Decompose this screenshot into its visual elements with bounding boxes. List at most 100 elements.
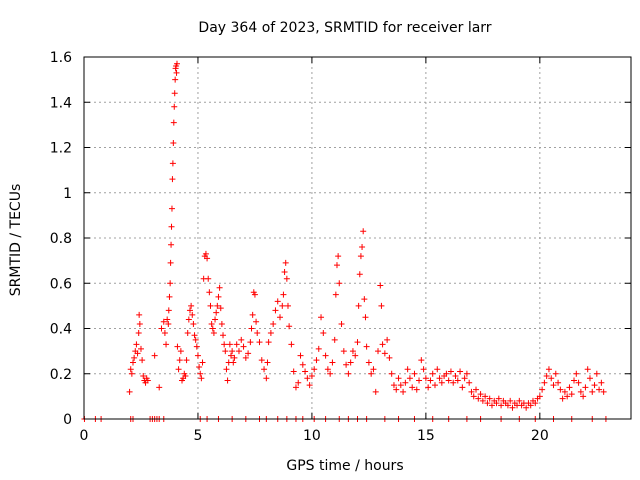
- data-point: [363, 343, 370, 350]
- data-point: [299, 361, 306, 368]
- data-point: [282, 259, 289, 266]
- data-point: [222, 348, 229, 355]
- data-point: [311, 366, 318, 373]
- data-point: [156, 384, 163, 391]
- data-point: [591, 382, 598, 389]
- data-point: [174, 343, 181, 350]
- data-point: [461, 375, 468, 382]
- data-point: [324, 366, 331, 373]
- data-point: [598, 379, 605, 386]
- data-point: [264, 359, 271, 366]
- data-point: [418, 357, 425, 364]
- data-point: [279, 302, 286, 309]
- data-point: [493, 400, 500, 407]
- data-point: [191, 332, 198, 339]
- data-point: [167, 259, 174, 266]
- data-point: [362, 314, 369, 321]
- data-point: [375, 348, 382, 355]
- data-point: [473, 386, 480, 393]
- data-point: [199, 359, 206, 366]
- data-point: [388, 370, 395, 377]
- x-tick-label: 15: [417, 428, 435, 444]
- data-point: [253, 318, 260, 325]
- data-point: [265, 339, 272, 346]
- data-point: [173, 69, 180, 76]
- data-point: [213, 309, 220, 316]
- data-point: [475, 395, 482, 402]
- data-point: [168, 241, 175, 248]
- data-point: [292, 384, 299, 391]
- data-point: [509, 404, 516, 411]
- data-point: [393, 386, 400, 393]
- data-point: [176, 357, 183, 364]
- data-point: [550, 382, 557, 389]
- y-tick-label: 0.4: [50, 322, 72, 338]
- data-point: [349, 348, 356, 355]
- data-point: [361, 296, 368, 303]
- data-point: [283, 275, 290, 282]
- data-point: [404, 366, 411, 373]
- data-point: [548, 375, 555, 382]
- data-point: [434, 366, 441, 373]
- data-point: [452, 373, 459, 380]
- data-point: [447, 368, 454, 375]
- data-point: [204, 255, 211, 262]
- data-point: [233, 341, 240, 348]
- data-point: [379, 341, 386, 348]
- data-point: [198, 375, 205, 382]
- data-point: [277, 314, 284, 321]
- data-point: [338, 320, 345, 327]
- data-point: [182, 373, 189, 380]
- data-point: [564, 393, 571, 400]
- data-point: [450, 379, 457, 386]
- data-point: [400, 388, 407, 395]
- data-point: [477, 391, 484, 398]
- y-tick-label: 1.6: [50, 50, 72, 66]
- data-point: [402, 379, 409, 386]
- y-tick-labels: 0 0.2 0.4 0.6 0.8 1 1.2 1.4 1.6: [50, 50, 72, 428]
- data-point: [308, 373, 315, 380]
- data-point: [223, 366, 230, 373]
- y-tick-label: 1: [63, 186, 72, 202]
- data-point: [133, 341, 140, 348]
- data-point: [184, 330, 191, 337]
- data-point: [164, 316, 171, 323]
- data-point: [263, 375, 270, 382]
- data-point: [256, 339, 263, 346]
- y-tick-label: 0: [63, 412, 72, 428]
- data-point: [267, 330, 274, 337]
- data-point: [137, 345, 144, 352]
- data-point: [284, 302, 291, 309]
- data-point: [224, 377, 231, 384]
- x-tick-label: 20: [531, 428, 549, 444]
- data-point: [357, 253, 364, 260]
- data-point: [217, 305, 224, 312]
- data-point: [479, 397, 486, 404]
- data-point: [523, 404, 530, 411]
- data-point: [539, 386, 546, 393]
- data-point: [568, 391, 575, 398]
- data-point: [186, 307, 193, 314]
- data-point: [206, 289, 213, 296]
- data-point: [170, 139, 177, 146]
- data-point: [261, 366, 268, 373]
- data-point: [254, 330, 261, 337]
- data-point: [212, 316, 219, 323]
- data-point: [192, 336, 199, 343]
- y-tick-label: 0.8: [50, 231, 72, 247]
- data-point: [170, 119, 177, 126]
- data-point: [443, 370, 450, 377]
- data-point: [488, 402, 495, 409]
- data-point: [248, 325, 255, 332]
- data-point: [532, 400, 539, 407]
- data-point: [158, 325, 165, 332]
- x-axis-label: GPS time / hours: [286, 458, 403, 474]
- data-point: [347, 359, 354, 366]
- y-tick-label: 0.6: [50, 276, 72, 292]
- data-point: [136, 311, 143, 318]
- data-point: [228, 352, 235, 359]
- data-point: [249, 311, 256, 318]
- data-point: [395, 375, 402, 382]
- data-point: [571, 377, 578, 384]
- data-point: [411, 370, 418, 377]
